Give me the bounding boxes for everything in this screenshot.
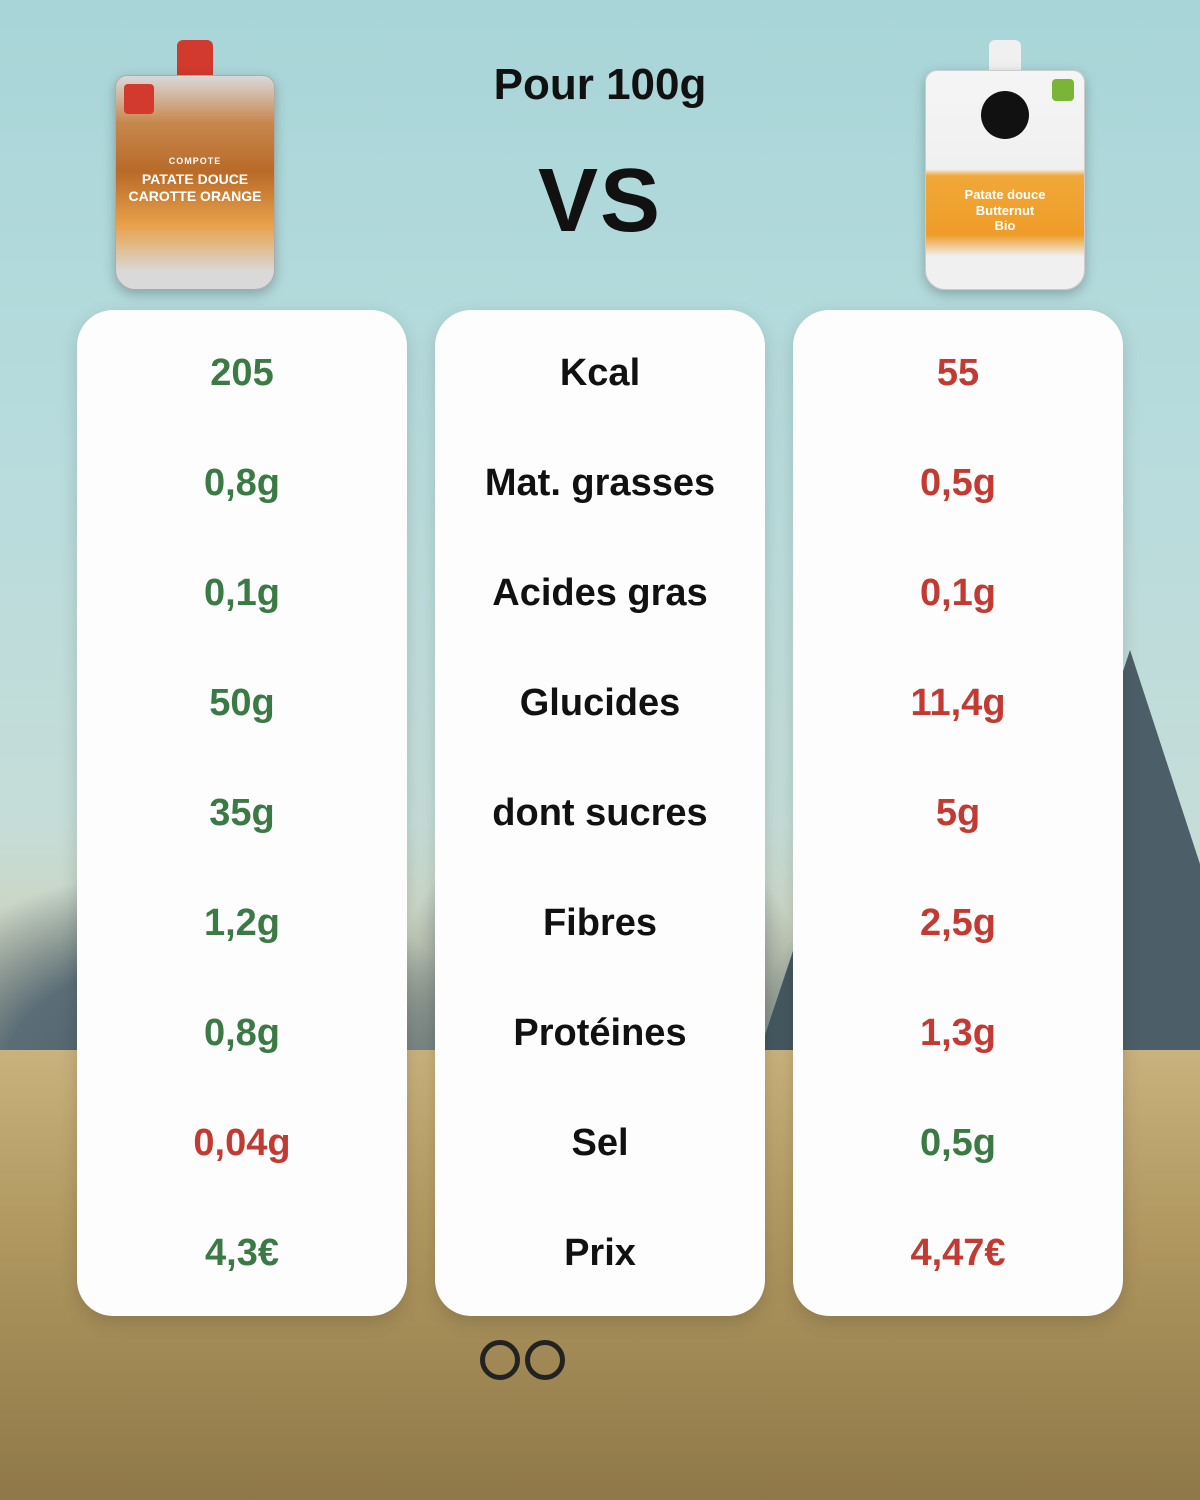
vs-label: VS	[290, 150, 910, 253]
header: COMPOTE PATATE DOUCE CAROTTE ORANGE Pour…	[0, 0, 1200, 320]
right-value-row: 4,47€	[910, 1234, 1005, 1272]
left-value-row: 4,3€	[205, 1234, 279, 1272]
product-right-label: Patate douce Butternut Bio	[926, 187, 1084, 234]
left-value-row: 0,04g	[193, 1124, 290, 1162]
page-title: Pour 100g	[290, 60, 910, 110]
left-value-row: 0,8g	[204, 464, 280, 502]
left-value-row: 35g	[209, 794, 274, 832]
right-value-row: 2,5g	[920, 904, 996, 942]
column-left-values: 205 0,8g 0,1g 50g 35g 1,2g 0,8g 0,04g 4,3€	[77, 310, 407, 1316]
label-row: Protéines	[513, 1014, 686, 1052]
right-value-row: 11,4g	[910, 684, 1005, 722]
product-right-pouch: Patate douce Butternut Bio	[910, 40, 1100, 300]
comparison-table: 205 0,8g 0,1g 50g 35g 1,2g 0,8g 0,04g 4,3€ Kcal M…	[0, 310, 1200, 1386]
left-value-row: 0,8g	[204, 1014, 280, 1052]
label-row: Fibres	[543, 904, 657, 942]
label-row: Sel	[571, 1124, 628, 1162]
right-value-row: 5g	[936, 794, 980, 832]
product-left-pouch: COMPOTE PATATE DOUCE CAROTTE ORANGE	[100, 40, 290, 300]
left-value-row: 0,1g	[204, 574, 280, 612]
label-row: dont sucres	[492, 794, 707, 832]
right-value-row: 0,5g	[920, 464, 996, 502]
left-value-row: 1,2g	[204, 904, 280, 942]
product-left-label: COMPOTE PATATE DOUCE CAROTTE ORANGE	[116, 156, 274, 204]
column-labels: Kcal Mat. grasses Acides gras Glucides dont …	[435, 310, 765, 1316]
column-right-values: 55 0,5g 0,1g 11,4g 5g 2,5g 1,3g 0,5g 4,47€	[793, 310, 1123, 1316]
header-center: Pour 100g VS	[290, 40, 910, 253]
right-value-row: 0,5g	[920, 1124, 996, 1162]
label-row: Prix	[564, 1234, 636, 1272]
left-value-row: 50g	[209, 684, 274, 722]
right-value-row: 55	[937, 354, 979, 392]
left-value-row: 205	[210, 354, 273, 392]
right-value-row: 1,3g	[920, 1014, 996, 1052]
right-value-row: 0,1g	[920, 574, 996, 612]
label-row: Glucides	[520, 684, 681, 722]
label-row: Acides gras	[492, 574, 707, 612]
label-row: Kcal	[560, 354, 640, 392]
label-row: Mat. grasses	[485, 464, 715, 502]
